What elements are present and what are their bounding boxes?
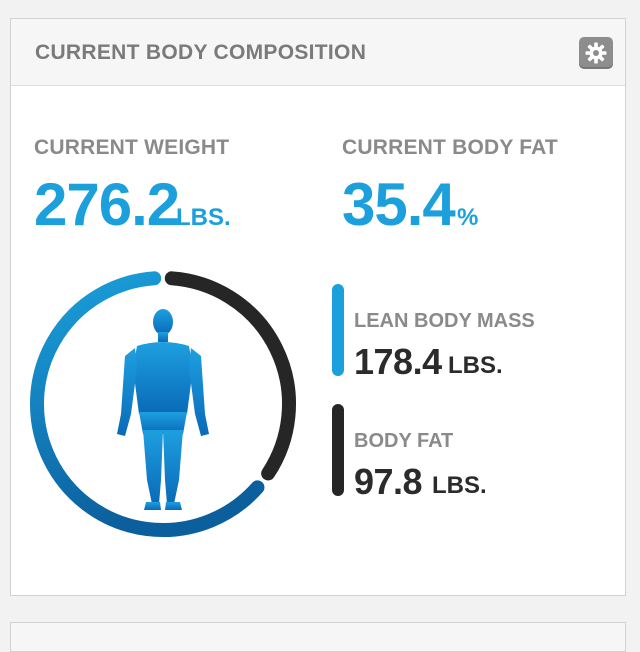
body-fat-bar bbox=[332, 404, 344, 496]
lean-body-mass-value: 178.4 bbox=[354, 341, 442, 382]
current-body-fat-unit: % bbox=[457, 204, 479, 231]
lean-body-mass-bar bbox=[332, 284, 344, 376]
card-title: CURRENT BODY COMPOSITION bbox=[35, 41, 367, 64]
body-fat-arc bbox=[164, 271, 296, 481]
lean-body-mass-unit: LBS. bbox=[448, 352, 503, 379]
card-header: CURRENT BODY COMPOSITION bbox=[11, 19, 625, 86]
body-fat-label: BODY FAT bbox=[354, 430, 454, 452]
body-composition-card: CURRENT BODY COMPOSITION bbox=[10, 18, 626, 596]
current-body-fat-label: CURRENT BODY FAT bbox=[342, 136, 558, 159]
next-card bbox=[10, 622, 626, 652]
gear-icon bbox=[585, 42, 607, 64]
current-body-fat-value: 35.4 bbox=[342, 171, 456, 238]
current-weight-unit: LBS. bbox=[176, 204, 231, 231]
current-weight-value: 276.2 bbox=[34, 171, 180, 238]
lean-body-mass-label: LEAN BODY MASS bbox=[354, 310, 535, 332]
body-fat-value: 97.8 bbox=[354, 461, 423, 502]
current-weight-label: CURRENT WEIGHT bbox=[34, 136, 230, 159]
human-figure-icon bbox=[117, 309, 209, 510]
body-composition-ring bbox=[30, 271, 296, 537]
lean-mass-arc bbox=[30, 271, 265, 537]
body-fat-unit: LBS. bbox=[432, 472, 487, 499]
settings-button[interactable] bbox=[579, 37, 613, 69]
